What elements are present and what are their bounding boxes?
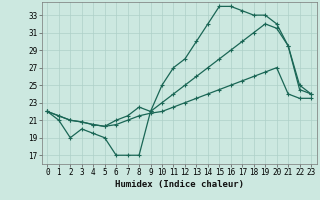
X-axis label: Humidex (Indice chaleur): Humidex (Indice chaleur) [115, 180, 244, 189]
